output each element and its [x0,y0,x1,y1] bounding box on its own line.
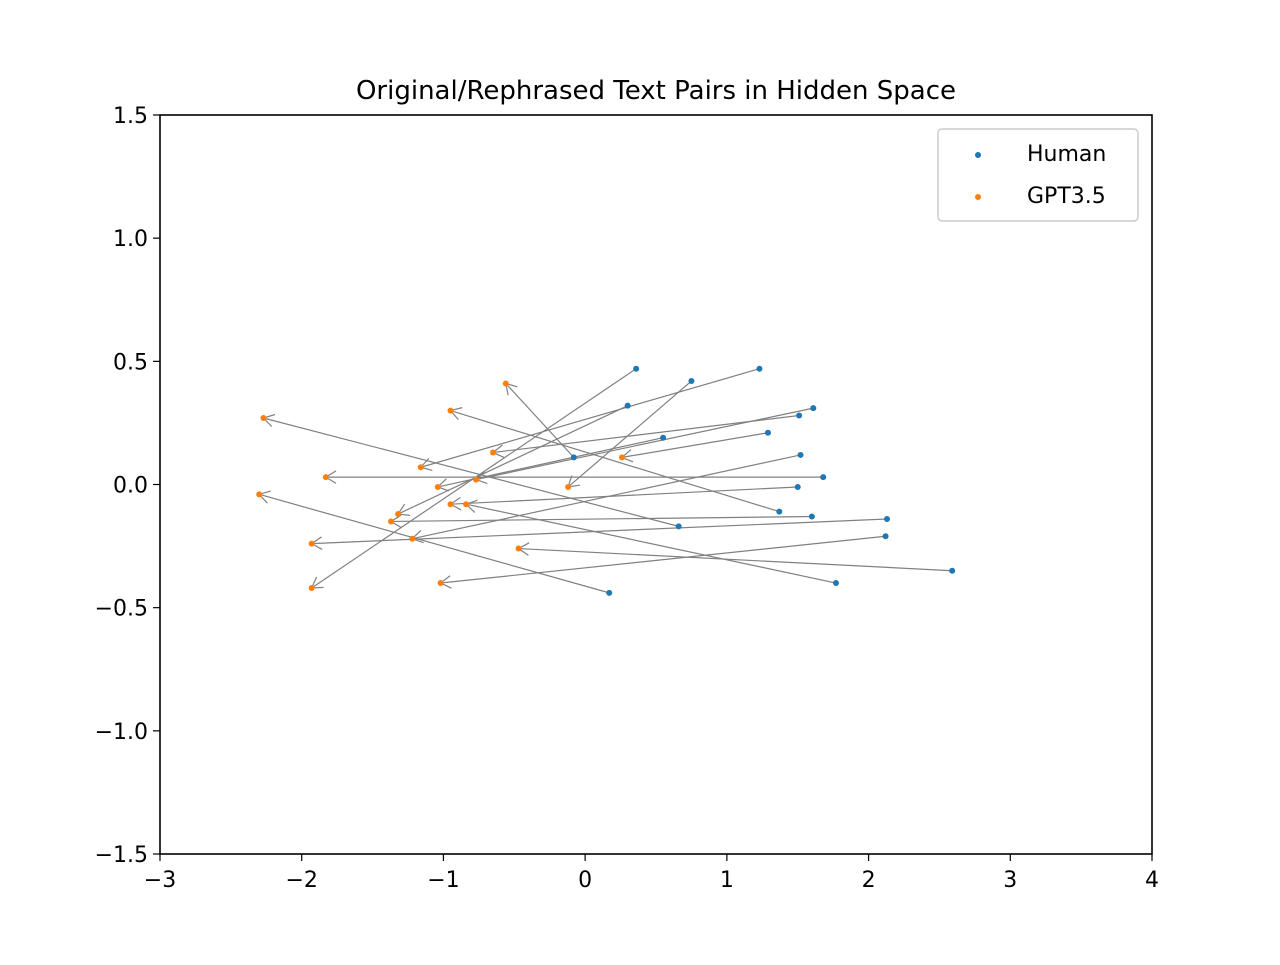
data-point [949,567,956,574]
data-point [606,589,613,596]
pair-arrow-line [450,486,798,505]
y-tick-label: −0.5 [95,597,148,622]
data-point [447,407,454,414]
data-point [502,380,509,387]
legend-marker-human [975,152,981,158]
data-point [565,483,572,490]
x-axis: −3 −2 −1 0 1 2 3 4 [144,854,1159,893]
data-point [688,378,695,385]
data-point [756,365,763,372]
x-tick-label: 0 [578,868,592,893]
pair-arrow-line [465,503,837,584]
data-point [437,580,444,587]
data-point [624,402,631,409]
pair-arrow-line [440,535,886,584]
data-point [776,508,783,515]
data-point [434,483,441,490]
y-axis: 1.5 1.0 0.5 0.0 −0.5 −1.0 −1.5 [95,104,160,868]
data-point [883,515,890,522]
x-tick-label: 3 [1003,868,1017,893]
data-point [417,464,424,471]
x-tick-label: 1 [720,868,734,893]
pair-arrow-line [518,547,953,572]
y-tick-label: 0.5 [113,350,148,375]
pair-arrow-line [420,368,760,468]
legend-label-gpt35: GPT3.5 [1027,184,1106,209]
data-point [794,483,801,490]
data-point [490,449,497,456]
data-point [660,434,667,441]
data-point [675,523,682,530]
pair-arrow-line [390,515,812,523]
legend-marker-gpt35 [975,194,981,200]
chart-title: Original/Rephrased Text Pairs in Hidden … [356,76,956,106]
data-point [808,513,815,520]
data-point [810,405,817,412]
y-tick-label: −1.5 [95,843,148,868]
legend: Human GPT3.5 [937,128,1139,222]
data-point [308,540,315,547]
pair-arrow-line [450,410,780,513]
data-point [820,474,827,481]
data-point [633,365,640,372]
data-point [764,429,771,436]
series-human [570,365,956,596]
pair-arrow-line [311,518,888,545]
y-tick-label: 0.0 [113,474,148,499]
data-point [322,474,329,481]
series-gpt35 [256,380,625,591]
data-point [447,501,454,508]
pair-arrow-line [621,432,769,458]
data-point [308,584,315,591]
pair-arrow-line [567,380,692,488]
data-point [260,414,267,421]
data-point [832,580,839,587]
x-tick-label: 2 [862,868,876,893]
data-point [256,491,263,498]
data-point [797,451,804,458]
data-point [463,501,470,508]
data-point [387,518,394,525]
data-point [395,511,402,518]
pair-arrow-line [492,414,800,454]
data-point [796,412,803,419]
pair-arrow-line [259,493,610,594]
pair-arrow-line [397,405,628,515]
legend-label-human: Human [1027,142,1106,167]
x-tick-label: 4 [1145,868,1159,893]
data-point [473,476,480,483]
data-point [570,454,577,461]
data-points [256,365,956,596]
y-tick-label: 1.5 [113,104,148,129]
pair-arrow-line [263,417,679,527]
data-point [409,535,416,542]
data-point [515,545,522,552]
legend-box [937,128,1139,222]
x-tick-label: −3 [144,868,176,893]
y-tick-label: 1.0 [113,227,148,252]
data-point [618,454,625,461]
data-point [882,533,889,540]
x-tick-label: −1 [427,868,459,893]
x-tick-label: −2 [285,868,317,893]
y-tick-label: −1.0 [95,720,148,745]
